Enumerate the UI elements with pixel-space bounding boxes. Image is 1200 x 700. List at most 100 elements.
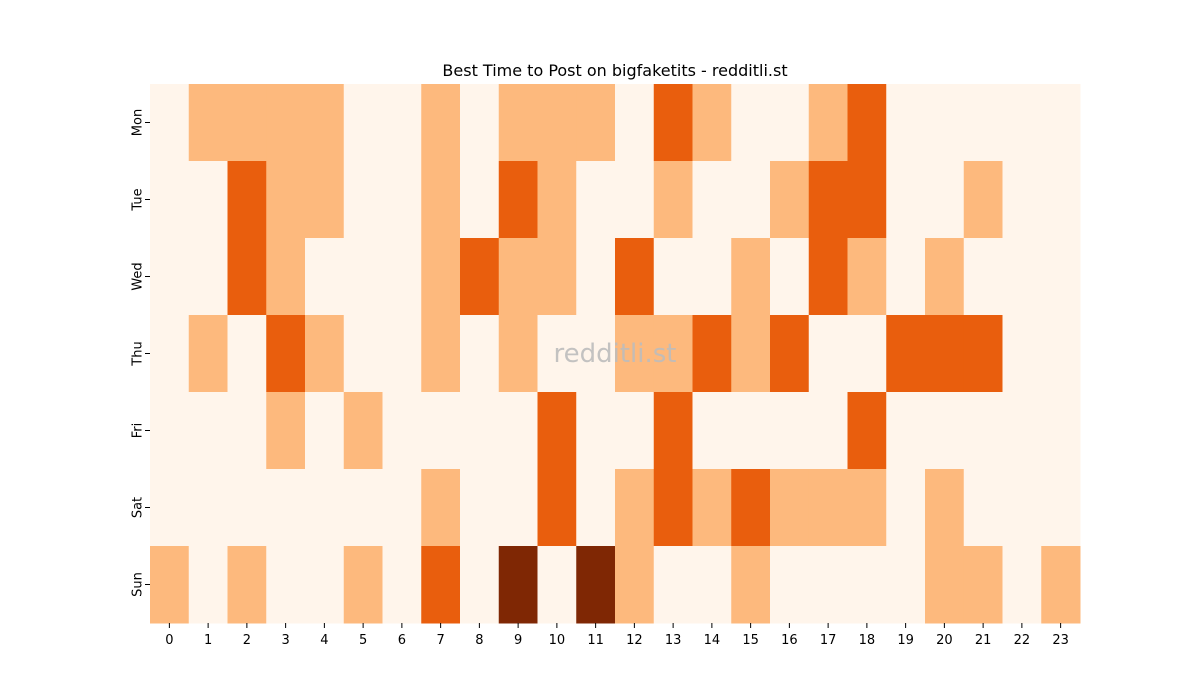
heatmap-cell [886,392,926,470]
heatmap-cell [731,315,771,393]
heatmap-cell [770,315,810,393]
heatmap-cell [343,546,383,624]
heatmap-cell [653,238,693,316]
heatmap-cell [576,315,616,393]
heatmap-cell [421,315,461,393]
heatmap-cell [150,238,190,316]
heatmap-cell [770,469,810,547]
heatmap-cell [1041,469,1081,547]
y-axis-ticks: Mon Tue Wed Thu Fri Sat Sun [131,109,150,597]
heatmap-cell [925,392,965,470]
y-tick-label: Fri [131,423,146,439]
heatmap-cell [925,84,965,162]
heatmap-cell [963,315,1003,393]
heatmap-cell [1041,84,1081,162]
heatmap-cell [460,84,500,162]
heatmap-cell [537,469,577,547]
heatmap-cell [576,84,616,162]
heatmap-cell [886,161,926,239]
heatmap-cell [382,161,422,239]
heatmap-cell [227,315,267,393]
heatmap-cell [498,315,538,393]
heatmap-cell [615,238,655,316]
heatmap-cell [266,238,306,316]
heatmap-cell [150,392,190,470]
heatmap-cell [808,546,848,624]
heatmap-cell [421,161,461,239]
heatmap-cell [150,161,190,239]
x-tick-label: 17 [820,633,837,648]
x-tick-label: 14 [704,633,721,648]
heatmap-cell [305,315,345,393]
y-tick-label: Tue [131,188,146,211]
heatmap-cell [615,161,655,239]
x-tick-label: 18 [859,633,876,648]
heatmap-cell [460,161,500,239]
heatmap-cell [847,315,887,393]
heatmap-cell [653,84,693,162]
x-tick-label: 23 [1052,633,1069,648]
heatmap-cell [963,392,1003,470]
heatmap-cell [1041,315,1081,393]
heatmap-cell [188,392,228,470]
x-tick-label: 15 [742,633,759,648]
heatmap-cell [808,84,848,162]
heatmap-cell [847,546,887,624]
chart-title: Best Time to Post on bigfaketits - reddi… [442,61,787,80]
heatmap-cell [615,392,655,470]
heatmap-cell [498,392,538,470]
heatmap-cell [847,161,887,239]
heatmap-cell [266,546,306,624]
heatmap-cell [343,238,383,316]
x-axis-ticks: 0 1 2 3 4 5 6 7 8 9 10 11 12 13 14 15 16 17 18 19 20 21 22 23 [165,623,1069,648]
heatmap-cell [150,84,190,162]
y-tick-label: Mon [131,109,146,136]
heatmap-cell [460,315,500,393]
heatmap-cell [305,392,345,470]
heatmap-cell [1002,546,1042,624]
heatmap-cell [1041,161,1081,239]
heatmap-cell [421,238,461,316]
heatmap-cell [615,469,655,547]
heatmap-cell [305,469,345,547]
heatmap-cell [421,546,461,624]
heatmap-cell [537,84,577,162]
heatmap-cell [266,84,306,162]
x-tick-label: 0 [165,633,173,648]
x-tick-label: 11 [587,633,604,648]
heatmap-cell [188,315,228,393]
heatmap-cell [227,469,267,547]
heatmap-cell [886,84,926,162]
x-tick-label: 12 [626,633,643,648]
heatmap-cell [1002,84,1042,162]
heatmap-cell [343,315,383,393]
x-tick-label: 6 [398,633,406,648]
heatmap-cell [227,84,267,162]
heatmap-cell [498,469,538,547]
x-tick-label: 4 [320,633,328,648]
heatmap-cell [537,392,577,470]
heatmap-cell [188,469,228,547]
x-tick-label: 20 [936,633,953,648]
heatmap-cell [498,546,538,624]
heatmap-cell [1002,315,1042,393]
heatmap-cell [382,392,422,470]
heatmap-cell [925,238,965,316]
heatmap-cell [498,161,538,239]
heatmap-cell [731,392,771,470]
heatmap-cell [770,161,810,239]
heatmap-cell [343,392,383,470]
heatmap-cell [731,161,771,239]
heatmap-cell [886,469,926,547]
heatmap-cell [266,161,306,239]
heatmap-cell [653,546,693,624]
heatmap-cell [886,238,926,316]
heatmap-cell [847,238,887,316]
heatmap-cell [537,161,577,239]
heatmap-cell [770,238,810,316]
heatmap-cell [188,546,228,624]
heatmap-cell [692,469,732,547]
heatmap-cell [1041,392,1081,470]
heatmap-cells [150,84,1081,624]
heatmap-cell [576,546,616,624]
